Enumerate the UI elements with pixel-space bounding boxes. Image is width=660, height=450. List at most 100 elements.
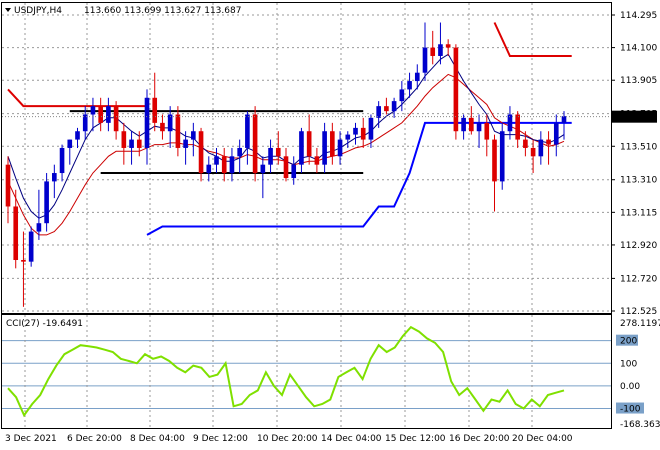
candle-body bbox=[438, 44, 443, 56]
candle-body bbox=[36, 223, 42, 232]
candle-body bbox=[121, 131, 127, 148]
candle-body bbox=[384, 106, 389, 112]
time-label: 9 Dec 12:00 bbox=[193, 434, 248, 444]
resistance-line-2 bbox=[493, 22, 572, 57]
candle-body bbox=[515, 114, 520, 140]
candle-body bbox=[275, 147, 281, 157]
symbol-label: USDJPY,H4 bbox=[14, 6, 62, 16]
candle-body bbox=[391, 101, 397, 112]
price-tick-label: 113.115 bbox=[620, 208, 657, 218]
time-label: 8 Dec 04:00 bbox=[130, 434, 185, 444]
candle-body bbox=[229, 156, 235, 174]
candle-body bbox=[345, 134, 351, 140]
ohlc-label: 113.660 113.699 113.627 113.687 bbox=[84, 6, 241, 16]
time-label: 6 Dec 20:00 bbox=[67, 434, 122, 444]
candle-body bbox=[67, 139, 73, 148]
resistance-line bbox=[7, 88, 147, 108]
candle-body bbox=[52, 173, 57, 182]
cci-tick-label: -100 bbox=[620, 405, 641, 415]
candle-body bbox=[113, 106, 119, 132]
candle-body bbox=[507, 114, 513, 132]
candle-body bbox=[445, 44, 451, 48]
price-tick-label: 113.310 bbox=[620, 176, 657, 186]
candle-body bbox=[221, 156, 227, 174]
candle-body bbox=[206, 164, 212, 174]
cci-label: CCI(27) -19.6491 bbox=[6, 319, 83, 329]
candle-body bbox=[82, 114, 88, 132]
candle-body bbox=[360, 127, 366, 140]
level-lines bbox=[7, 22, 572, 236]
support-line bbox=[146, 121, 572, 236]
candle-body bbox=[430, 47, 436, 56]
candle-body bbox=[44, 181, 49, 224]
price-tick-label: 114.100 bbox=[620, 44, 657, 54]
candle-body bbox=[75, 131, 80, 140]
candle-body bbox=[245, 114, 250, 148]
candle-body bbox=[523, 139, 528, 148]
grid-lines bbox=[2, 3, 611, 428]
price-tick-label: 113.905 bbox=[620, 76, 657, 86]
time-label: 20 Dec 04:00 bbox=[512, 434, 573, 444]
candle-body bbox=[183, 139, 188, 148]
candle-body bbox=[167, 114, 173, 132]
candle-body bbox=[399, 89, 405, 102]
price-tick-label: 114.295 bbox=[620, 11, 657, 21]
candle-body bbox=[175, 114, 181, 148]
time-label: 3 Dec 2021 bbox=[5, 434, 57, 444]
candle-body bbox=[322, 131, 327, 165]
price-panel bbox=[1, 2, 612, 314]
cci-tick-label: 278.1197 bbox=[620, 319, 660, 329]
candle-body bbox=[337, 139, 343, 157]
time-label: 15 Dec 12:00 bbox=[385, 434, 446, 444]
cci-series bbox=[7, 325, 565, 418]
candle-body bbox=[538, 139, 544, 157]
candle-body bbox=[376, 106, 381, 118]
candle-body bbox=[484, 122, 490, 140]
candle-body bbox=[237, 147, 242, 157]
candle-body bbox=[330, 131, 335, 157]
time-label: 16 Dec 20:00 bbox=[449, 434, 510, 444]
cci-level-badge bbox=[616, 402, 644, 414]
candle-body bbox=[13, 206, 19, 260]
candle-body bbox=[129, 139, 134, 148]
symbol-dropdown-icon[interactable] bbox=[5, 8, 11, 12]
candle-body bbox=[492, 139, 497, 182]
current-price-tag: 113.687 bbox=[2, 110, 657, 123]
candle-body bbox=[499, 131, 505, 182]
candle-body bbox=[314, 156, 320, 165]
cci-tick-label: 100 bbox=[620, 359, 637, 369]
candle-body bbox=[21, 259, 26, 262]
candle-body bbox=[453, 47, 459, 132]
candles bbox=[5, 22, 567, 307]
price-axis: 114.295114.100113.905113.705113.510113.3… bbox=[611, 11, 657, 317]
current-price-label: 113.687 bbox=[616, 113, 653, 123]
current-price-badge bbox=[612, 110, 657, 123]
price-tick-label: 112.525 bbox=[620, 307, 657, 317]
price-tick-label: 112.920 bbox=[620, 241, 657, 251]
price-tick-label: 113.510 bbox=[620, 142, 657, 152]
cci-line bbox=[7, 325, 565, 418]
cci-axis: 278.1197 200 100 0.00 -100 -168.3636 bbox=[616, 319, 660, 430]
candle-body bbox=[291, 164, 297, 179]
time-label: 10 Dec 20:00 bbox=[257, 434, 318, 444]
candle-body bbox=[299, 131, 304, 165]
candle-body bbox=[28, 231, 34, 262]
cci-level-badge bbox=[616, 334, 638, 346]
cci-tick-label: 200 bbox=[620, 337, 637, 347]
candle-body bbox=[561, 116, 567, 123]
candle-body bbox=[136, 139, 142, 148]
candle-body bbox=[268, 147, 273, 165]
candle-body bbox=[407, 81, 412, 90]
candle-body bbox=[530, 147, 536, 157]
candle-body bbox=[553, 122, 559, 145]
price-tick-label: 112.720 bbox=[620, 274, 657, 284]
candle-body bbox=[252, 114, 258, 174]
candle-body bbox=[98, 106, 103, 123]
time-axis: 3 Dec 2021 6 Dec 20:00 8 Dec 04:00 9 Dec 12… bbox=[5, 434, 573, 444]
candle-body bbox=[90, 106, 96, 115]
cci-tick-label: -168.3636 bbox=[620, 420, 660, 430]
candle-body bbox=[106, 106, 111, 123]
candle-body bbox=[414, 72, 420, 82]
candle-body bbox=[306, 131, 312, 157]
